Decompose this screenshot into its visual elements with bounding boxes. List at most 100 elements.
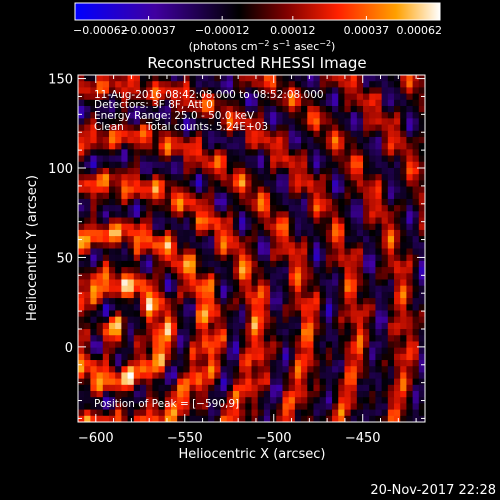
- heatmap-cell: [381, 167, 389, 175]
- heatmap-cell: [381, 229, 389, 237]
- heatmap-cell: [406, 316, 414, 324]
- heatmap-cell: [270, 279, 277, 287]
- heatmap-cell: [201, 186, 209, 194]
- heatmap-cell: [78, 124, 85, 132]
- heatmap-cell: [257, 236, 265, 243]
- heatmap-cell: [412, 335, 420, 342]
- heatmap-cell: [270, 316, 277, 324]
- heatmap-cell: [108, 304, 116, 311]
- heatmap-cell: [232, 192, 240, 200]
- heatmap-cell: [232, 99, 240, 107]
- heatmap-cell: [369, 304, 376, 311]
- heatmap-cell: [115, 75, 122, 82]
- heatmap-cell: [239, 130, 246, 138]
- heatmap-cell: [177, 403, 184, 411]
- heatmap-cell: [108, 254, 116, 262]
- heatmap-cell: [294, 118, 302, 125]
- heatmap-cell: [164, 118, 172, 125]
- heatmap-cell: [313, 366, 321, 373]
- heatmap-cell: [245, 87, 252, 94]
- heatmap-cell: [245, 304, 252, 311]
- heatmap-cell: [344, 391, 352, 398]
- heatmap-cell: [139, 198, 147, 206]
- heatmap-cell: [195, 378, 203, 386]
- heatmap-cell: [90, 329, 97, 336]
- heatmap-cell: [208, 87, 215, 94]
- heatmap-cell: [78, 298, 85, 305]
- heatmap-cell: [381, 136, 389, 144]
- heatmap-cell: [220, 360, 228, 367]
- heatmap-cell: [108, 298, 116, 305]
- heatmap-cell: [220, 384, 228, 392]
- heatmap-cell: [232, 124, 240, 132]
- heatmap-cell: [418, 211, 425, 218]
- heatmap-cell: [232, 322, 240, 330]
- heatmap-cell: [338, 260, 345, 268]
- heatmap-cell: [356, 99, 364, 107]
- heatmap-cell: [257, 229, 265, 237]
- heatmap-cell: [387, 403, 395, 411]
- heatmap-cell: [146, 329, 153, 336]
- heatmap-cell: [307, 397, 314, 404]
- heatmap-cell: [350, 279, 358, 287]
- heatmap-cell: [412, 167, 420, 175]
- heatmap-cell: [263, 397, 271, 404]
- heatmap-cell: [170, 341, 178, 349]
- heatmap-cell: [263, 335, 271, 342]
- heatmap-cell: [214, 384, 221, 392]
- heatmap-cell: [96, 124, 104, 132]
- heatmap-cell: [152, 291, 159, 299]
- heatmap-cell: [108, 180, 116, 187]
- heatmap-cell: [133, 198, 141, 206]
- heatmap-cell: [257, 409, 265, 417]
- heatmap-cell: [394, 130, 401, 138]
- heatmap-cell: [369, 347, 376, 355]
- heatmap-cell: [276, 335, 283, 342]
- heatmap-cell: [375, 279, 383, 287]
- heatmap-cell: [183, 254, 190, 262]
- heatmap-cell: [121, 186, 128, 194]
- heatmap-cell: [325, 273, 333, 280]
- heatmap-cell: [363, 93, 370, 101]
- heatmap-cell: [220, 180, 228, 187]
- heatmap-cell: [418, 273, 425, 280]
- heatmap-cell: [332, 372, 339, 380]
- heatmap-cell: [313, 391, 321, 398]
- heatmap-cell: [350, 378, 358, 386]
- heatmap-cell: [90, 409, 97, 417]
- heatmap-cell: [133, 223, 141, 231]
- heatmap-cell: [412, 273, 420, 280]
- heatmap-cell: [363, 335, 370, 342]
- heatmap-cell: [325, 223, 333, 231]
- heatmap-cell: [146, 409, 153, 417]
- colorbar-tick-label: 0.00037: [344, 24, 390, 37]
- heatmap-cell: [363, 415, 370, 422]
- heatmap-cell: [400, 217, 407, 225]
- heatmap-cell: [102, 217, 110, 225]
- heatmap-cell: [164, 124, 172, 132]
- heatmap-cell: [189, 403, 197, 411]
- heatmap-cell: [127, 273, 135, 280]
- heatmap-cell: [170, 149, 178, 156]
- heatmap-cell: [394, 124, 401, 132]
- heatmap-cell: [201, 384, 209, 392]
- heatmap-cell: [375, 180, 383, 187]
- heatmap-cell: [90, 341, 97, 349]
- heatmap-cell: [133, 353, 141, 361]
- heatmap-cell: [158, 223, 166, 231]
- heatmap-cell: [350, 217, 358, 225]
- heatmap-cell: [288, 223, 296, 231]
- heatmap-cell: [270, 174, 277, 181]
- heatmap-cell: [220, 273, 228, 280]
- heatmap-cell: [108, 397, 116, 404]
- heatmap-cell: [208, 285, 215, 293]
- heatmap-cell: [387, 285, 395, 293]
- heatmap-cell: [412, 205, 420, 212]
- heatmap-cell: [158, 415, 166, 422]
- heatmap-cell: [115, 180, 122, 187]
- heatmap-cell: [133, 236, 141, 243]
- heatmap-cell: [245, 329, 252, 336]
- heatmap-cell: [301, 105, 308, 113]
- heatmap-cell: [313, 180, 321, 187]
- heatmap-cell: [90, 310, 97, 318]
